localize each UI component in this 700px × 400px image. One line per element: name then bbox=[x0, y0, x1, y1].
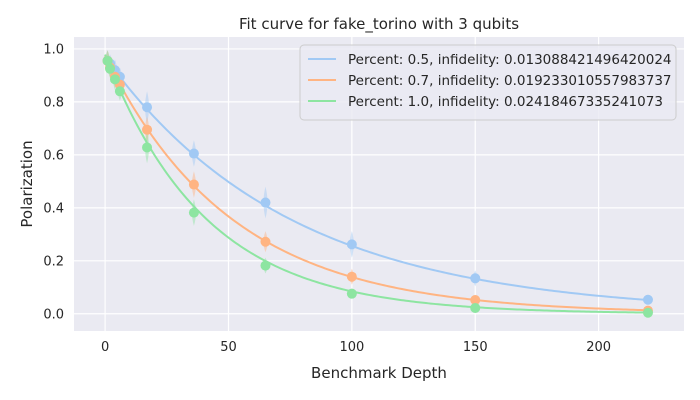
data-point-s2 bbox=[109, 74, 120, 85]
data-point-s0 bbox=[470, 273, 481, 284]
x-tick-label: 50 bbox=[220, 340, 237, 355]
data-point-s2 bbox=[260, 260, 271, 271]
data-point-s2 bbox=[470, 302, 481, 313]
data-point-s1 bbox=[260, 236, 271, 247]
x-tick-label: 150 bbox=[463, 340, 488, 355]
y-tick-labels: 0.0 0.2 0.4 0.6 0.8 1.0 bbox=[43, 42, 64, 322]
legend-entry-1: Percent: 0.7, infidelity: 0.019233010557… bbox=[348, 73, 672, 89]
x-tick-label: 200 bbox=[586, 340, 611, 355]
data-point-s2 bbox=[114, 86, 125, 97]
data-point-s2 bbox=[188, 207, 199, 218]
data-point-s0 bbox=[346, 239, 357, 250]
data-point-s2 bbox=[642, 307, 653, 318]
data-point-s1 bbox=[188, 179, 199, 190]
y-tick-label: 0.4 bbox=[43, 201, 64, 216]
y-tick-label: 1.0 bbox=[43, 42, 64, 57]
x-tick-labels: 0 50 100 150 200 bbox=[101, 340, 611, 355]
y-axis-label: Polarization bbox=[18, 140, 36, 227]
data-points bbox=[102, 55, 653, 318]
data-point-s0 bbox=[642, 294, 653, 305]
data-point-s1 bbox=[346, 271, 357, 282]
data-point-s2 bbox=[105, 63, 116, 74]
legend-box bbox=[299, 44, 677, 121]
x-axis-label: Benchmark Depth bbox=[311, 364, 447, 382]
legend-entry-0: Percent: 0.5, infidelity: 0.013088421496… bbox=[348, 52, 672, 68]
chart-title: Fit curve for fake_torino with 3 qubits bbox=[239, 15, 519, 34]
y-tick-label: 0.8 bbox=[43, 95, 64, 110]
legend: Percent: 0.5, infidelity: 0.013088421496… bbox=[299, 44, 677, 121]
x-tick-label: 100 bbox=[339, 340, 364, 355]
data-point-s2 bbox=[102, 55, 113, 66]
data-point-s0 bbox=[188, 148, 199, 159]
data-point-s2 bbox=[346, 288, 357, 299]
y-tick-label: 0.2 bbox=[43, 254, 64, 269]
y-tick-label: 0.6 bbox=[43, 148, 64, 163]
data-point-s2 bbox=[142, 142, 153, 153]
y-tick-label: 0.0 bbox=[43, 307, 64, 322]
data-point-s0 bbox=[260, 197, 271, 208]
data-point-s1 bbox=[470, 295, 481, 306]
data-point-s0 bbox=[142, 102, 153, 113]
x-tick-label: 0 bbox=[101, 340, 109, 355]
data-point-s1 bbox=[142, 124, 153, 135]
legend-entry-2: Percent: 1.0, infidelity: 0.024184673352… bbox=[348, 94, 663, 110]
